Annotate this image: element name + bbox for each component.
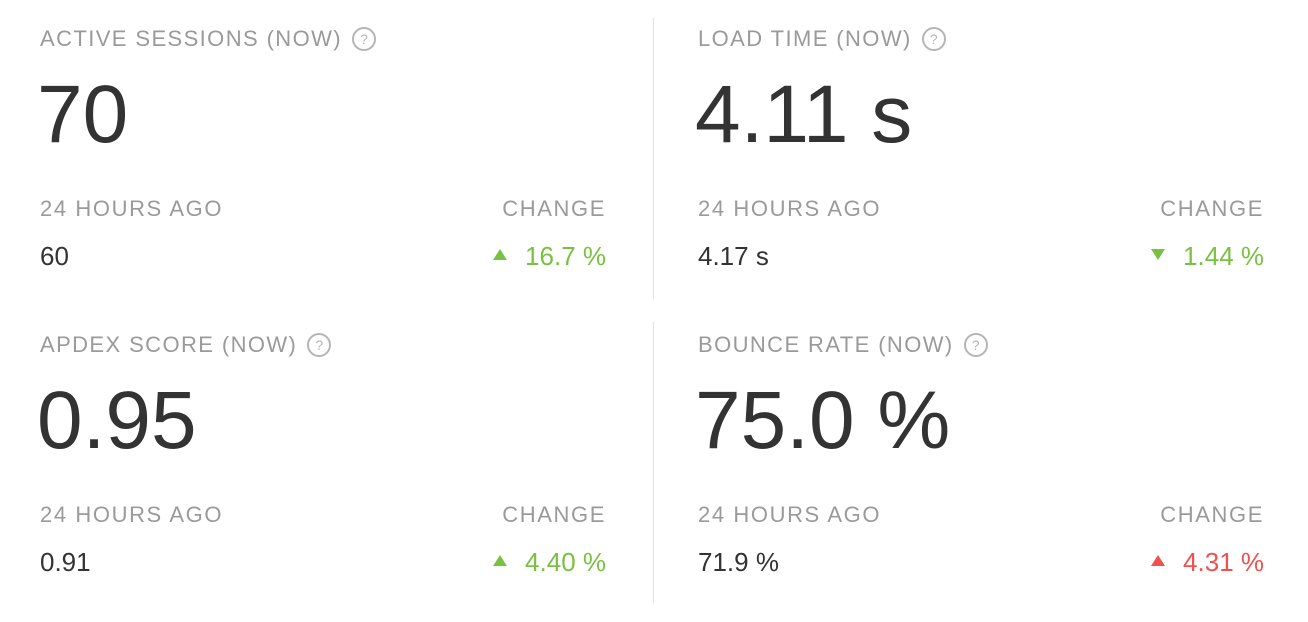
change-label: CHANGE: [1160, 502, 1264, 527]
previous-label: 24 HOURS AGO: [698, 502, 882, 527]
change-label: CHANGE: [502, 502, 606, 527]
trend-arrow: [1151, 555, 1166, 566]
previous-value: 71.9 %: [698, 547, 779, 577]
title-text: BOUNCE RATE (NOW): [698, 332, 954, 357]
change: 16.7 %: [493, 241, 606, 272]
metric-card: BOUNCE RATE (NOW)? 75.0 % 24 HOURS AGO CHAN…: [695, 306, 1264, 606]
change-value: 4.31 %: [1183, 547, 1264, 577]
metric-value: 4.11 s: [695, 69, 913, 160]
metric-title: BOUNCE RATE (NOW)?: [698, 332, 988, 358]
trend-arrow: [493, 249, 508, 260]
previous-value: 0.91: [40, 547, 91, 577]
metric-value: 0.95: [37, 375, 197, 466]
previous-label: 24 HOURS AGO: [40, 196, 224, 221]
previous-value: 4.17 s: [698, 241, 769, 271]
metric-card: ACTIVE SESSIONS (NOW)? 70 24 HOURS AGO CHAN…: [37, 0, 606, 300]
previous-label: 24 HOURS AGO: [40, 502, 224, 527]
trend-arrow: [493, 555, 508, 566]
change-label: CHANGE: [502, 196, 606, 221]
metric-value: 75.0 %: [695, 375, 951, 466]
help-icon[interactable]: ?: [351, 27, 376, 51]
change-value: 4.40 %: [525, 547, 606, 577]
previous-label: 24 HOURS AGO: [698, 196, 882, 221]
metric-card: LOAD TIME (NOW)? 4.11 s 24 HOURS AGO CHANGE…: [695, 0, 1264, 300]
change-value: 1.44 %: [1183, 241, 1264, 271]
metric-card: APDEX SCORE (NOW)? 0.95 24 HOURS AGO CHANGE…: [37, 306, 606, 606]
metric-title: APDEX SCORE (NOW)?: [40, 332, 332, 358]
metric-value: 70: [37, 69, 129, 160]
change: 4.31 %: [1151, 547, 1264, 578]
help-icon[interactable]: ?: [307, 333, 332, 357]
trend-arrow: [1151, 249, 1166, 260]
divider: [653, 18, 654, 299]
change-value: 16.7 %: [525, 241, 606, 271]
help-icon[interactable]: ?: [921, 27, 946, 51]
title-text: ACTIVE SESSIONS (NOW): [40, 26, 342, 51]
title-text: LOAD TIME (NOW): [698, 26, 912, 51]
previous-value: 60: [40, 241, 69, 271]
metric-title: ACTIVE SESSIONS (NOW)?: [40, 26, 376, 52]
change-label: CHANGE: [1160, 196, 1264, 221]
help-icon[interactable]: ?: [963, 333, 988, 357]
metric-title: LOAD TIME (NOW)?: [698, 26, 946, 52]
title-text: APDEX SCORE (NOW): [40, 332, 298, 357]
change: 1.44 %: [1151, 241, 1264, 272]
change: 4.40 %: [493, 547, 606, 578]
divider: [653, 322, 654, 603]
